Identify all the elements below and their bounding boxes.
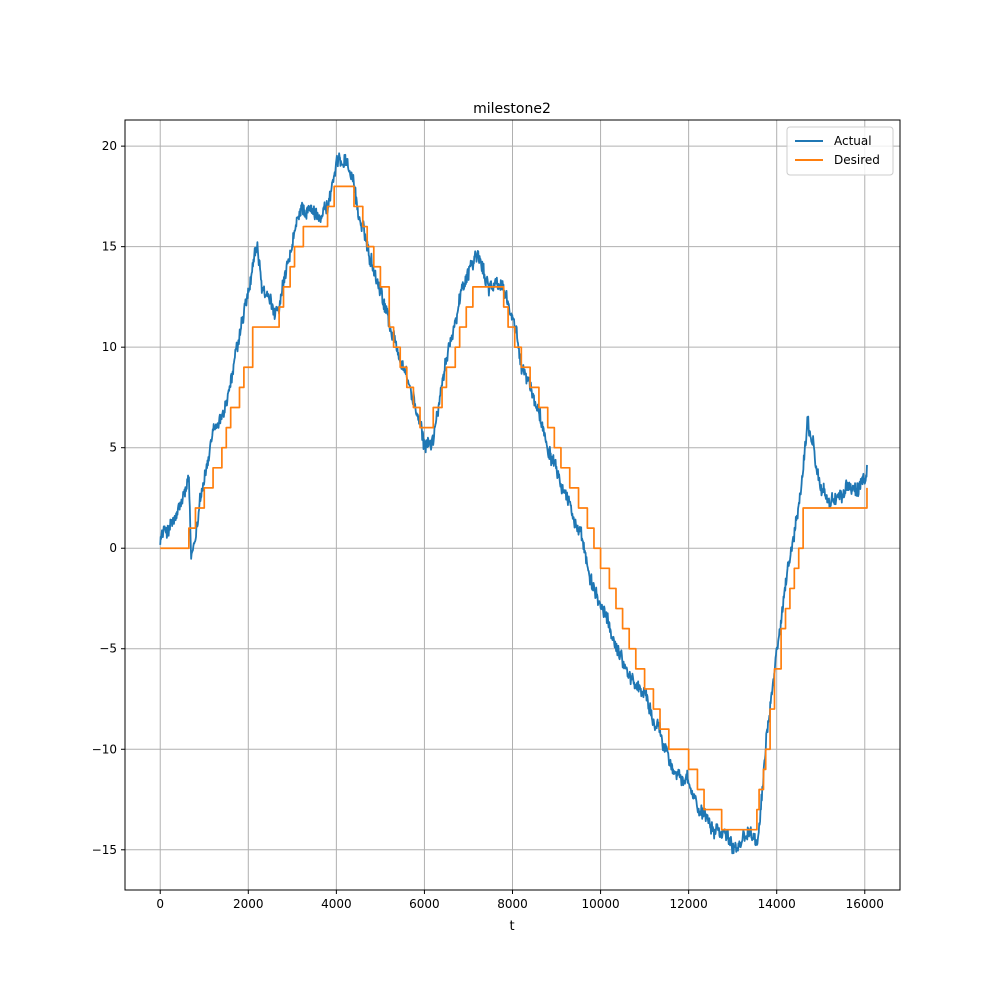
y-tick-label: 0: [109, 541, 117, 555]
y-tick-label: −5: [99, 642, 117, 656]
x-tick-label: 10000: [581, 897, 619, 911]
x-tick-label: 0: [156, 897, 164, 911]
y-tick-label: 10: [102, 340, 117, 354]
legend: Actual Desired: [786, 126, 894, 176]
legend-label-desired: Desired: [834, 153, 880, 167]
x-tick-label: 14000: [758, 897, 796, 911]
y-tick-label: −10: [92, 742, 117, 756]
series-layer: [159, 152, 868, 855]
y-tick-label: 15: [102, 240, 117, 254]
series-line-actual: [159, 152, 868, 855]
x-tick-label: 8000: [497, 897, 528, 911]
legend-box: [786, 126, 894, 176]
y-tick-label: 5: [109, 441, 117, 455]
x-tick-label: 4000: [321, 897, 352, 911]
chart-title: milestone2: [473, 101, 551, 117]
y-tick-label: 20: [102, 139, 117, 153]
x-tick-label: 2000: [233, 897, 264, 911]
x-tick-label: 12000: [670, 897, 708, 911]
y-tick-label: −15: [92, 843, 117, 857]
ticks: 0 2000 4000 6000 8000 10000 12000 14000 16000 −15…: [92, 139, 884, 911]
legend-label-actual: Actual: [834, 134, 872, 148]
series-line-desired: [160, 185, 868, 831]
x-tick-label: 16000: [846, 897, 884, 911]
x-tick-label: 6000: [409, 897, 440, 911]
x-axis-label: t: [509, 919, 514, 934]
